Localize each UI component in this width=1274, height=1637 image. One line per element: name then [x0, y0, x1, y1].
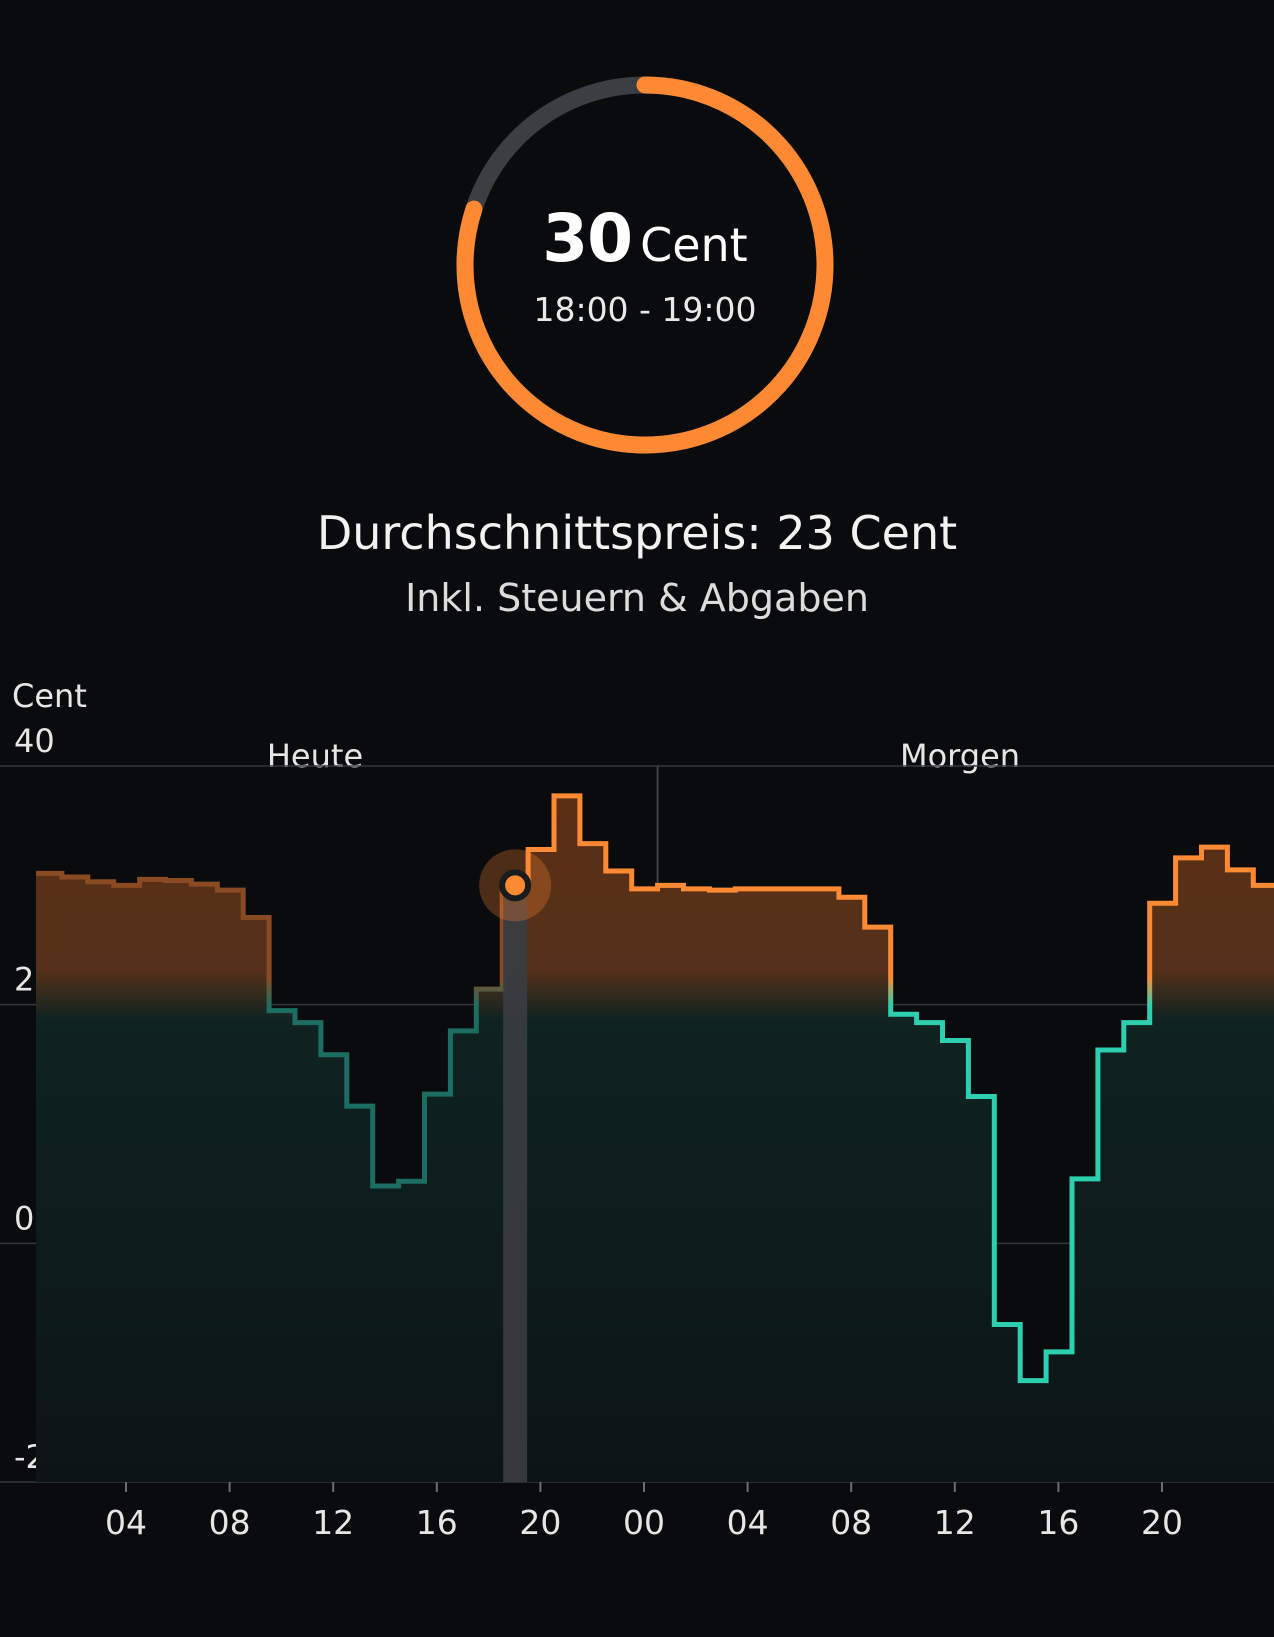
day-label-tomorrow: Morgen — [900, 737, 1020, 775]
gauge-progress-arc — [456, 76, 834, 454]
price-area — [36, 795, 1274, 1482]
x-tick-label: 08 — [209, 1503, 251, 1542]
x-tick-label: 20 — [519, 1503, 561, 1542]
tax-note: Inkl. Steuern & Abgaben — [405, 576, 869, 620]
x-tick-label: 04 — [105, 1503, 147, 1542]
current-price: 30 Cent — [455, 200, 835, 277]
current-price-value: 30 — [542, 200, 633, 277]
y-tick-label: 0 — [14, 1199, 34, 1237]
price-line-past — [36, 870, 529, 1189]
x-tick-label: 08 — [830, 1503, 872, 1542]
x-axis: 04 08 12 16 20 00 04 08 12 16 20 — [105, 1482, 1183, 1542]
x-tick-label: 12 — [312, 1503, 354, 1542]
price-line-future — [502, 793, 1274, 1384]
average-price: Durchschnittspreis: 23 Cent — [316, 506, 958, 560]
selection-layer[interactable] — [479, 849, 552, 1482]
selected-hour-bar — [503, 885, 528, 1482]
current-price-unit: Cent — [640, 218, 748, 272]
y-axis-unit-label: Cent — [12, 680, 87, 715]
x-tick-label: 16 — [416, 1503, 458, 1542]
x-tick-label: 20 — [1141, 1503, 1183, 1542]
day-label-today: Heute — [267, 737, 363, 775]
x-tick-label: 16 — [1037, 1503, 1079, 1542]
price-gauge — [456, 76, 834, 454]
current-time-range: 18:00 - 19:00 — [533, 290, 757, 329]
x-tick-label: 12 — [934, 1503, 976, 1542]
chart-series — [36, 793, 1274, 1482]
x-tick-label: 04 — [727, 1503, 769, 1542]
y-tick-label: 40 — [14, 722, 55, 760]
x-tick-label: 00 — [623, 1503, 665, 1542]
selected-point-marker — [499, 869, 532, 902]
